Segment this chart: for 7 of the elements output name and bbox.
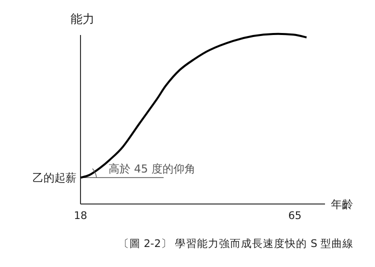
text: 〔圖 2-2〕 學習能力強而成長速度快的 S 型曲線 bbox=[118, 237, 354, 250]
y-axis-title: 能力 bbox=[70, 12, 94, 26]
x-tick-label: 18 bbox=[74, 210, 88, 222]
ref-line-label: 乙的起薪 bbox=[32, 172, 76, 185]
x-tick-label: 65 bbox=[288, 210, 302, 222]
annotation: 高於 45 度的仰角 bbox=[108, 162, 196, 176]
x-axis-title: 年齡 bbox=[331, 198, 353, 211]
